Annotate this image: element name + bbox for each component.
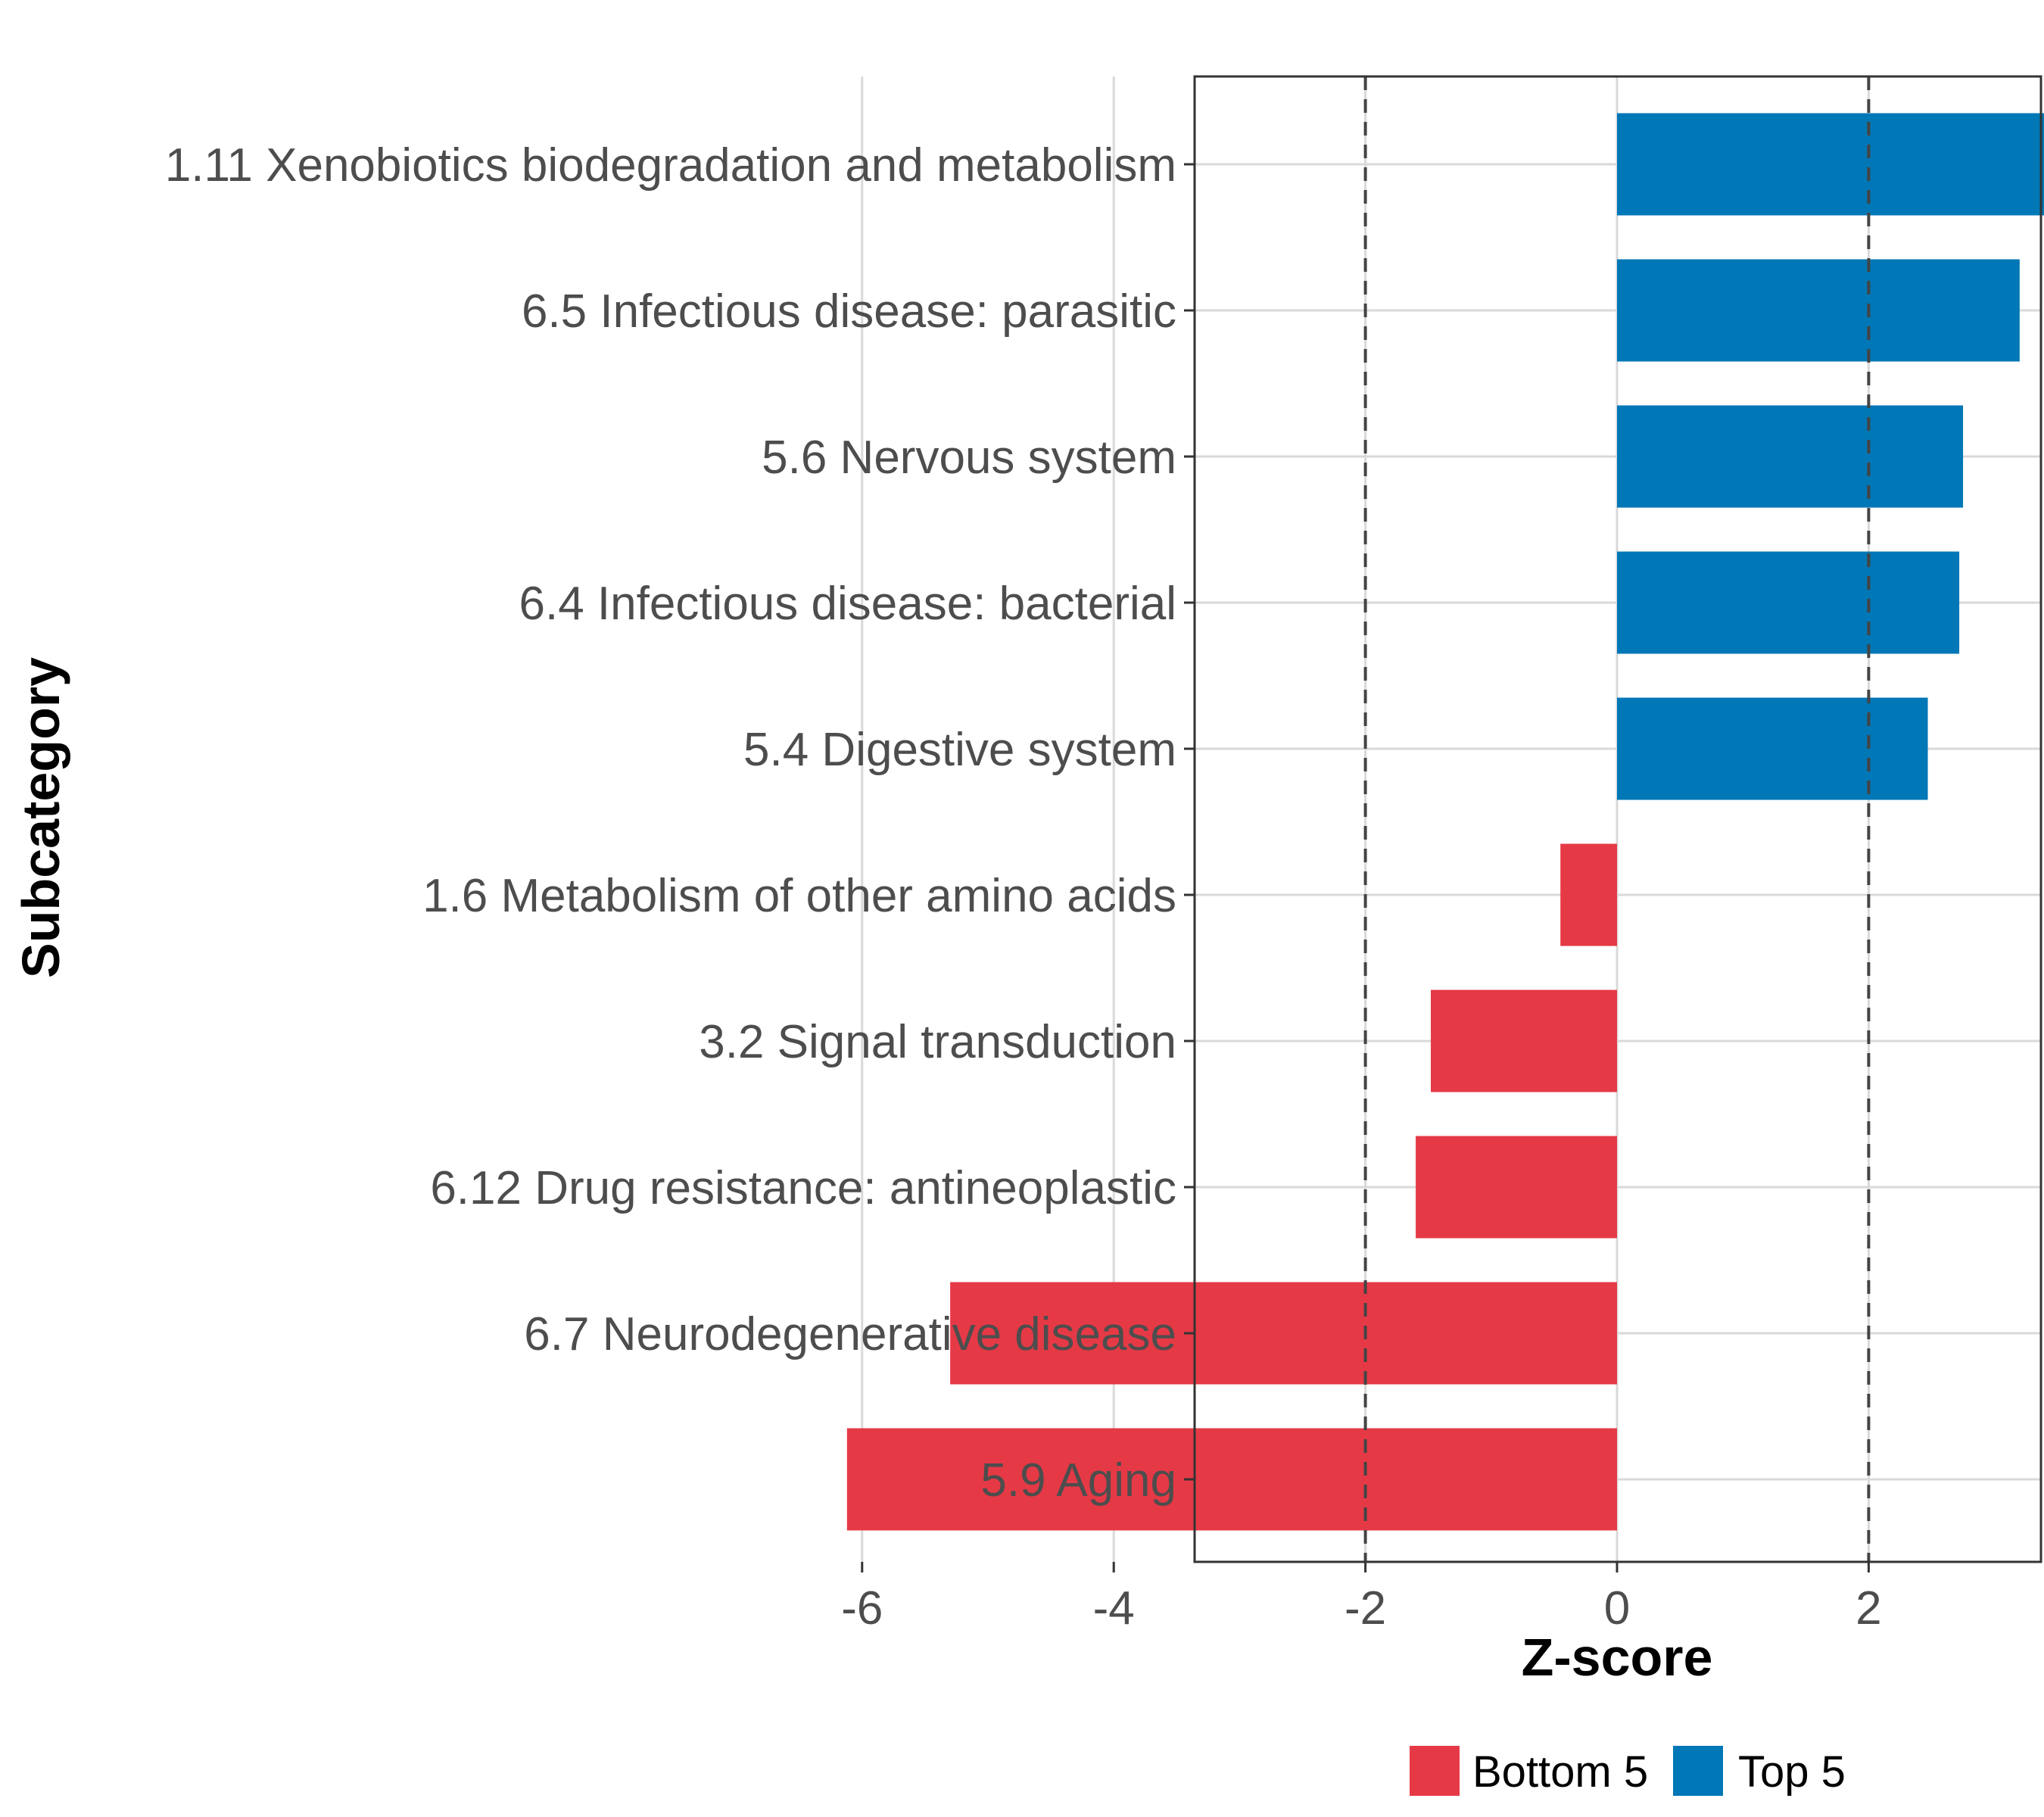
legend-key-top5 bbox=[1673, 1746, 1723, 1796]
bar-top5-4 bbox=[1617, 551, 1960, 654]
category-label: 5.9 Aging bbox=[980, 1454, 1176, 1507]
category-label: 1.11 Xenobiotics biodegradation and meta… bbox=[165, 139, 1176, 192]
category-label: 5.6 Nervous system bbox=[762, 432, 1176, 484]
bar-bottom5-7 bbox=[1431, 990, 1617, 1092]
bar-bottom5-10 bbox=[846, 1428, 1617, 1531]
category-label: 1.6 Metabolism of other amino acids bbox=[422, 870, 1176, 922]
bar-bottom5-6 bbox=[1560, 843, 1617, 946]
x-tick-label: 0 bbox=[1604, 1582, 1630, 1635]
category-label: 6.7 Neurodegenerative disease bbox=[524, 1308, 1176, 1360]
x-axis: -6-4-20246 bbox=[841, 1562, 1882, 1635]
legend-label-bottom5: Bottom 5 bbox=[1472, 1747, 1648, 1797]
bar-top5-3 bbox=[1617, 405, 1964, 508]
category-label: 6.5 Infectious disease: parasitic bbox=[522, 285, 1176, 338]
x-tick-label: -4 bbox=[1093, 1582, 1135, 1635]
category-label: 6.12 Drug resistance: antineoplastic bbox=[430, 1162, 1176, 1214]
reference-line-layer bbox=[1363, 76, 1871, 1562]
bar-top5-2 bbox=[1617, 259, 2020, 362]
category-label: 6.4 Infectious disease: bacterial bbox=[519, 578, 1176, 630]
x-axis-title: Z-score bbox=[1522, 1628, 1713, 1687]
legend-key-bottom5 bbox=[1410, 1746, 1460, 1796]
x-tick-label: -6 bbox=[841, 1582, 883, 1635]
x-tick-label: -2 bbox=[1344, 1582, 1386, 1635]
legend-label-top5: Top 5 bbox=[1738, 1747, 1846, 1797]
grid-layer bbox=[861, 76, 2041, 1562]
bar-bottom5-8 bbox=[1416, 1136, 1617, 1239]
bar-top5-1 bbox=[1617, 113, 2044, 216]
legend: Bottom 5 Top 5 bbox=[1410, 1746, 1846, 1797]
y-axis: 1.11 Xenobiotics biodegradation and meta… bbox=[165, 139, 1195, 1507]
category-label: 3.2 Signal transduction bbox=[699, 1016, 1176, 1068]
category-label: 5.4 Digestive system bbox=[743, 724, 1176, 776]
y-axis-title: Subcategory bbox=[11, 657, 70, 978]
bar-bottom5-9 bbox=[950, 1282, 1617, 1385]
bar-layer bbox=[846, 113, 2044, 1531]
bar-top5-5 bbox=[1617, 697, 1928, 800]
x-tick-label: 2 bbox=[1855, 1582, 1881, 1635]
